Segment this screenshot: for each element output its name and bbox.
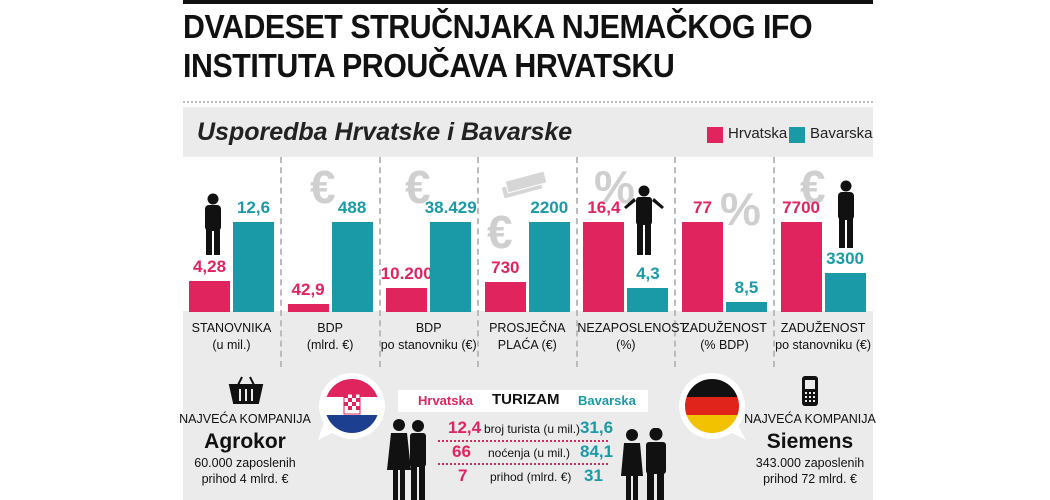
legend-label-hrvatska: Hrvatska: [728, 125, 788, 142]
tourism-row-label: prihod (mlrd. €): [490, 470, 572, 484]
person-icon: [205, 193, 221, 255]
bar-hrvatska: [682, 222, 723, 312]
left-company-label: NAJVEĆA KOMPANIJA: [179, 412, 311, 426]
euro-icon: €: [487, 206, 513, 258]
tourism-hr-value: 12,4: [448, 418, 482, 437]
mobile-phone-icon: [802, 376, 818, 406]
tourism-right-label: Bavarska: [578, 393, 636, 408]
data-label-bavarska: 488: [337, 198, 367, 217]
right-company-employees: 343.000 zaposlenih: [755, 456, 865, 470]
person-icon: [624, 185, 664, 255]
right-company-revenue: prihod 72 mlrd. €: [763, 472, 857, 486]
headline-line-2: INSTITUTA PROUČAVA HRVATSKU: [183, 47, 675, 84]
tourism-bv-value: 31,6: [580, 418, 614, 437]
column-divider: [379, 157, 381, 367]
percent-icon: %: [720, 183, 761, 235]
data-label-bavarska: 4,3: [636, 264, 660, 284]
row-divider: [438, 440, 608, 442]
bar-bavarska: [331, 222, 373, 312]
data-label-hrvatska: 16,4: [587, 198, 621, 217]
data-label-hrvatska: 730: [491, 258, 520, 278]
data-label-hrvatska: 77: [693, 198, 712, 217]
tourism-bv-value: 31: [584, 466, 603, 485]
headline-line-1: DVADESET STRUČNJAKA NJEMAČKOG IFO: [183, 8, 813, 45]
column-divider: [773, 157, 775, 367]
bar-hrvatska: [287, 304, 329, 312]
data-label-hrvatska: 42,9: [291, 280, 325, 299]
tourism-header: [398, 390, 648, 412]
bar-hrvatska: [780, 222, 822, 312]
right-company-label: NAJVEĆA KOMPANIJA: [744, 412, 876, 426]
bar-hrvatska: [386, 288, 428, 312]
tourism-hr-value: 66: [452, 442, 471, 461]
category-label: ZADUŽENOST (% BDP): [682, 321, 767, 352]
category-label: PROSJEČNA PLAĆA (€): [489, 321, 566, 352]
left-company-revenue: prihod 4 mlrd. €: [201, 472, 289, 486]
category-label: BDP (mlrd. €): [306, 321, 354, 352]
germany-flag-icon: [679, 373, 746, 440]
data-label-bavarska: 8,5: [734, 278, 759, 298]
data-label-hrvatska: 10.200: [380, 264, 433, 284]
data-label-hrvatska: 4,28: [192, 257, 227, 277]
euro-icon: €: [310, 161, 336, 213]
right-company-name: Siemens: [766, 430, 854, 453]
euro-icon: €: [800, 161, 826, 213]
bar-bavarska: [824, 273, 866, 312]
person-icon: [838, 180, 854, 248]
tourism-bv-value: 84,1: [580, 442, 614, 461]
couple-icon: [621, 428, 666, 500]
category-label: STANOVNIKA (u mil.): [191, 321, 272, 352]
data-label-hrvatska: 7700: [782, 198, 820, 217]
legend-swatch-hrvatska: [707, 127, 723, 143]
column-divider: [280, 157, 282, 367]
tourism-hr-value: 7: [458, 466, 468, 485]
legend-swatch-bavarska: [789, 127, 805, 143]
bar-bavarska: [627, 288, 669, 312]
couple-icon: [387, 419, 426, 500]
money-icon: [500, 170, 548, 198]
tourism-row-label: broj turista (u mil.): [484, 422, 581, 436]
column-divider: [576, 157, 578, 367]
bar-bavarska: [233, 222, 274, 312]
euro-icon: €: [405, 161, 431, 213]
bar-bavarska: [528, 222, 570, 312]
legend-label-bavarska: Bavarska: [810, 125, 873, 142]
chart-title: Usporedba Hrvatske i Bavarske: [197, 118, 573, 146]
tourism-title: TURIZAM: [492, 391, 560, 408]
left-company-employees: 60.000 zaposlenih: [194, 456, 296, 470]
basket-icon: [228, 376, 264, 404]
data-label-bavarska: 12,6: [236, 198, 271, 217]
data-label-bavarska: 2200: [530, 198, 569, 217]
category-label: ZADUŽENOST po stanovniku (€): [775, 321, 872, 352]
bar-bavarska: [430, 222, 472, 312]
top-rule: [183, 0, 873, 4]
category-label: NEZAPOSLENOST (%): [577, 321, 688, 352]
tourism-left-label: Hrvatska: [418, 393, 473, 408]
tourism-row-label: noćenja (u mil.): [488, 446, 571, 460]
bar-hrvatska: [484, 282, 526, 312]
separator: [183, 101, 873, 103]
column-divider: [477, 157, 479, 367]
category-label: BDP po stanovniku (€): [380, 321, 477, 352]
croatia-flag-icon: [318, 373, 385, 440]
bar-hrvatska: [583, 222, 625, 312]
column-divider: [674, 157, 676, 367]
bar-bavarska: [726, 302, 767, 312]
row-divider: [438, 463, 608, 465]
left-company-name: Agrokor: [204, 430, 286, 453]
data-label-bavarska: 3300: [826, 249, 864, 269]
bar-hrvatska: [189, 281, 230, 312]
data-label-bavarska: 38.429: [424, 198, 477, 217]
